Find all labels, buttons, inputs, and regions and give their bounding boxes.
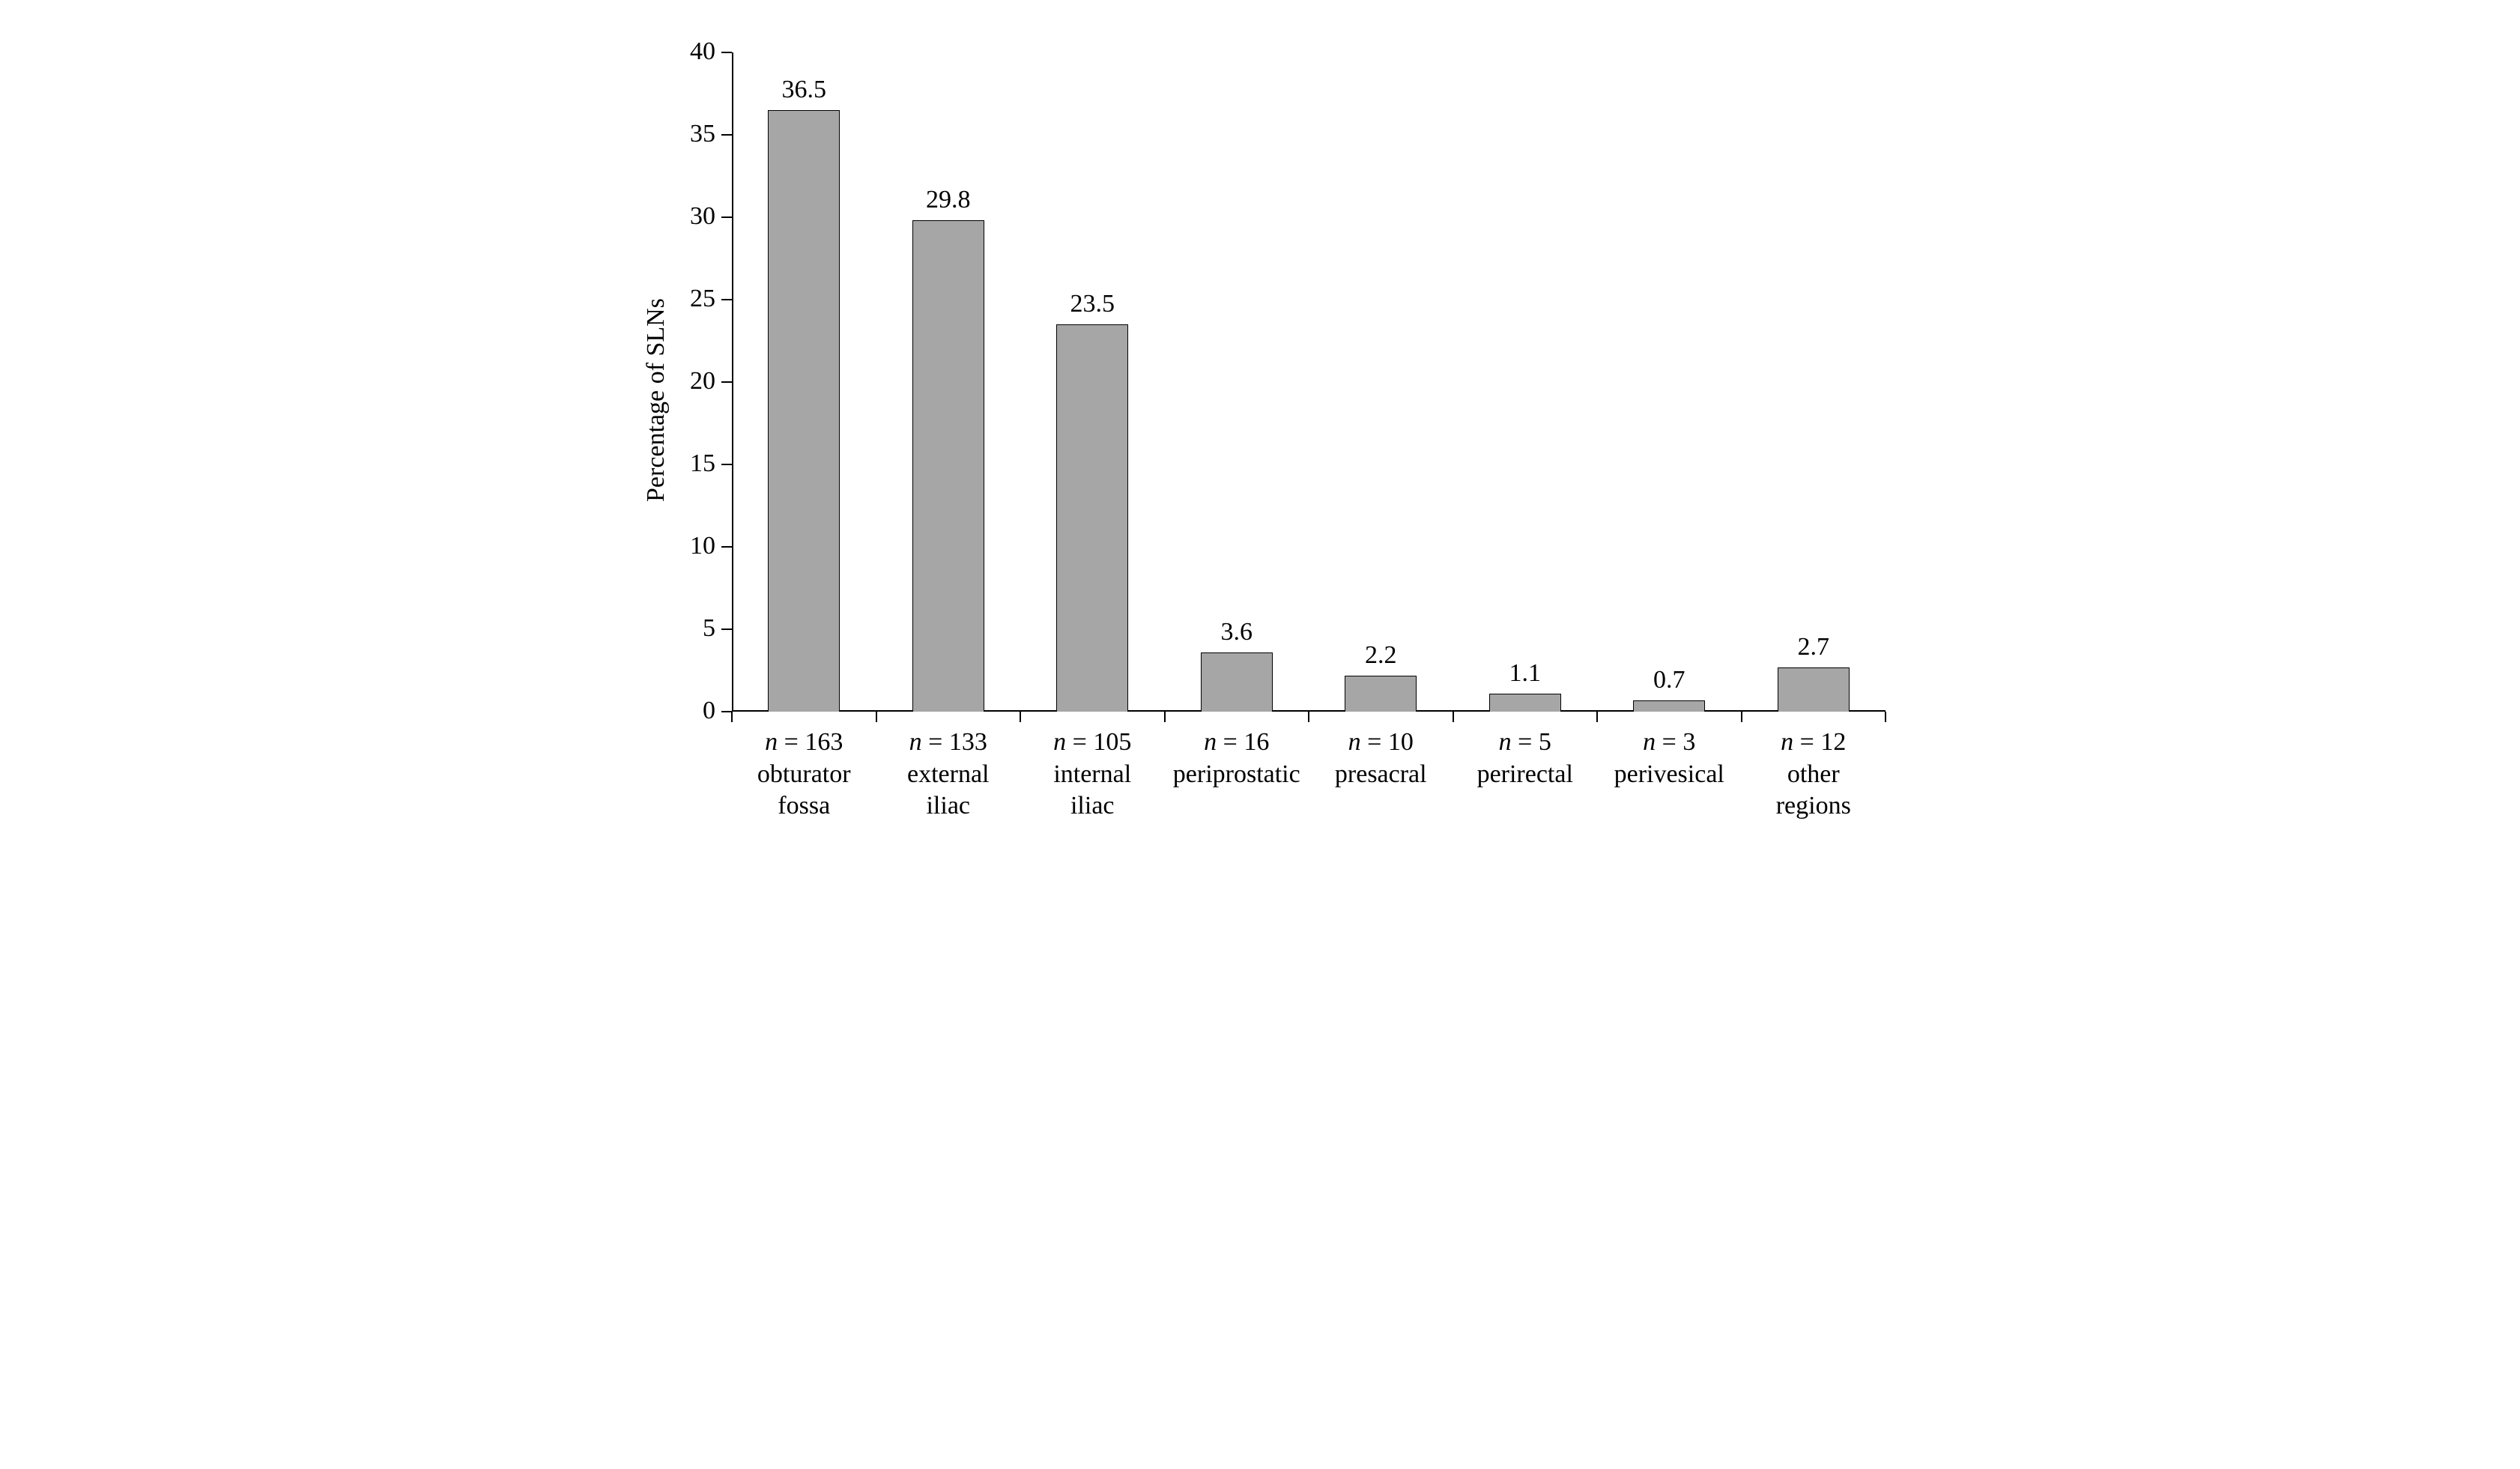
y-tick-label: 30 <box>655 202 715 231</box>
x-category-n: n = 5 <box>1453 727 1598 759</box>
x-tick-mark <box>1020 712 1021 722</box>
x-tick-mark <box>1885 712 1886 722</box>
y-tick-mark <box>721 134 732 136</box>
x-category-name-line: iliac <box>1020 790 1165 823</box>
x-category-name-line: iliac <box>876 790 1021 823</box>
y-tick-label: 5 <box>655 614 715 643</box>
x-category-n: n = 105 <box>1020 727 1165 759</box>
sln-percentage-bar-chart: Percentage of SLNs 0510152025303540 36.5… <box>620 30 1900 832</box>
bar-value-label: 1.1 <box>1453 659 1598 688</box>
y-tick-mark <box>721 546 732 548</box>
x-category-name-line: other <box>1742 759 1886 791</box>
bar-value-label: 23.5 <box>1020 290 1165 318</box>
y-tick-mark <box>721 216 732 218</box>
y-tick-mark <box>721 464 732 465</box>
x-category-n: n = 12 <box>1742 727 1886 759</box>
bar-value-label: 29.8 <box>876 186 1021 214</box>
x-category-name-line: regions <box>1742 790 1886 823</box>
x-category-label: n = 163obturatorfossa <box>732 727 876 823</box>
x-tick-mark <box>1308 712 1309 722</box>
x-category-n: n = 163 <box>732 727 876 759</box>
y-tick-label: 15 <box>655 449 715 478</box>
y-axis-line <box>732 52 733 712</box>
bar-value-label: 0.7 <box>1597 666 1742 694</box>
x-category-label: n = 3perivesical <box>1597 727 1742 790</box>
x-tick-mark <box>731 712 733 722</box>
x-category-label: n = 105internaliliac <box>1020 727 1165 823</box>
y-tick-label: 25 <box>655 285 715 313</box>
bar <box>1633 700 1705 712</box>
x-category-name-line: perivesical <box>1597 759 1742 791</box>
x-category-name-line: fossa <box>732 790 876 823</box>
y-tick-mark <box>721 381 732 383</box>
y-tick-label: 20 <box>655 367 715 396</box>
bar <box>1345 676 1417 712</box>
x-category-name-line: presacral <box>1309 759 1453 791</box>
y-tick-label: 40 <box>655 37 715 66</box>
x-category-n: n = 16 <box>1165 727 1309 759</box>
bar <box>912 220 984 712</box>
bar-value-label: 3.6 <box>1165 618 1309 646</box>
x-category-name-line: perirectal <box>1453 759 1598 791</box>
x-tick-mark <box>1164 712 1166 722</box>
x-category-n: n = 133 <box>876 727 1021 759</box>
x-tick-mark <box>1453 712 1454 722</box>
x-tick-mark <box>1741 712 1742 722</box>
y-tick-label: 35 <box>655 120 715 148</box>
x-category-label: n = 10presacral <box>1309 727 1453 790</box>
x-category-name-line: internal <box>1020 759 1165 791</box>
y-tick-mark <box>721 52 732 53</box>
y-tick-mark <box>721 629 732 630</box>
bar <box>1201 652 1273 712</box>
bar <box>1056 324 1128 712</box>
x-category-label: n = 12otherregions <box>1742 727 1886 823</box>
y-tick-mark <box>721 711 732 712</box>
bar <box>1778 667 1850 712</box>
bar-value-label: 36.5 <box>732 76 876 104</box>
plot-area: 0510152025303540 36.529.823.53.62.21.10.… <box>732 52 1886 712</box>
x-tick-mark <box>1596 712 1598 722</box>
x-category-label: n = 16periprostatic <box>1165 727 1309 790</box>
bar-value-label: 2.7 <box>1742 633 1886 661</box>
x-tick-mark <box>876 712 877 722</box>
y-tick-label: 0 <box>655 697 715 725</box>
x-category-name-line: obturator <box>732 759 876 791</box>
x-category-label: n = 5perirectal <box>1453 727 1598 790</box>
x-category-n: n = 3 <box>1597 727 1742 759</box>
x-category-n: n = 10 <box>1309 727 1453 759</box>
x-category-name-line: external <box>876 759 1021 791</box>
x-category-name-line: periprostatic <box>1165 759 1309 791</box>
bar-value-label: 2.2 <box>1309 641 1453 670</box>
x-category-label: n = 133externaliliac <box>876 727 1021 823</box>
bar <box>1489 694 1561 712</box>
bar <box>768 110 840 712</box>
y-tick-mark <box>721 299 732 300</box>
y-tick-label: 10 <box>655 532 715 560</box>
